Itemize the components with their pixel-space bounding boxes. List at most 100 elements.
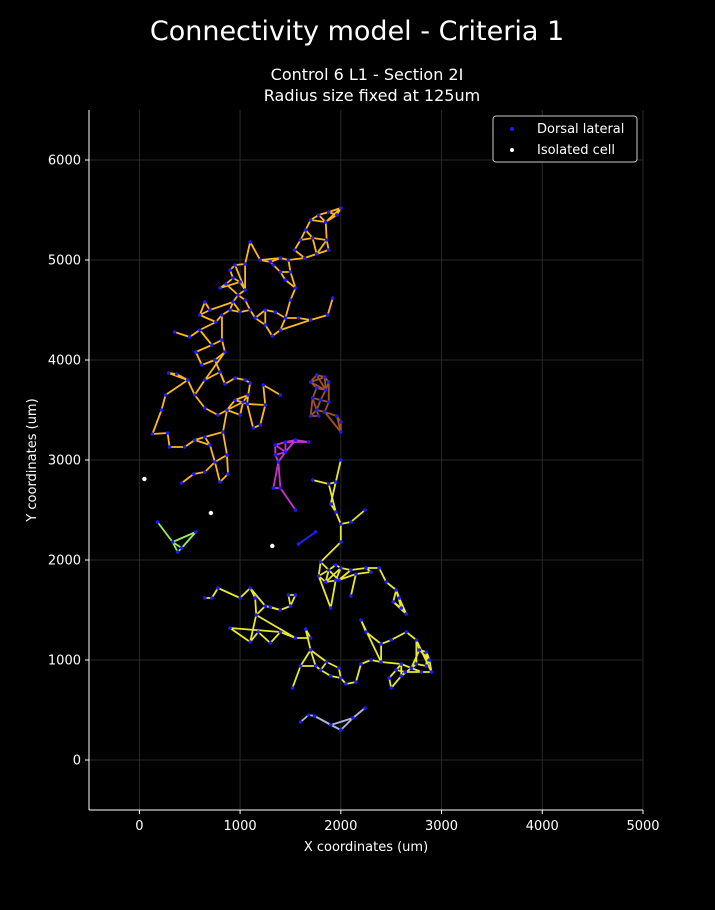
cell-point (159, 408, 164, 412)
cell-point (333, 480, 338, 484)
cell-point (303, 228, 308, 232)
cell-point (223, 350, 227, 354)
network-edge (259, 257, 282, 261)
network-edge (160, 394, 167, 411)
cell-point (210, 343, 214, 347)
cell-point (192, 438, 197, 442)
network-edge (311, 237, 318, 255)
cell-point (296, 316, 301, 320)
network-edge (304, 219, 312, 231)
network-edge (410, 649, 421, 669)
cell-point (414, 638, 419, 642)
cell-point (187, 335, 192, 339)
network-edge (323, 376, 327, 391)
cell-point (314, 252, 319, 256)
x-tick-label: 1000 (224, 819, 257, 834)
cell-point (268, 641, 273, 645)
cell-point (243, 262, 247, 266)
cell-point (228, 268, 232, 272)
cell-point (179, 481, 184, 485)
network-edge (329, 579, 337, 609)
cell-point (403, 670, 408, 674)
cell-point (337, 578, 341, 582)
cell-point (182, 445, 187, 449)
network-edge (222, 409, 228, 433)
cell-point (322, 375, 327, 379)
cell-point (167, 445, 172, 449)
cell-point (323, 580, 328, 584)
cell-point (256, 630, 261, 634)
network-edge (208, 444, 216, 463)
cell-point (192, 393, 197, 397)
cell-point (248, 381, 252, 385)
network-edge (254, 317, 267, 326)
cell-point (283, 278, 288, 282)
network-edge (239, 587, 252, 599)
cell-point (155, 520, 160, 524)
cell-point (308, 218, 313, 222)
network-edge (319, 669, 332, 677)
network-edge (385, 581, 398, 591)
network-edge (325, 661, 340, 669)
cell-point (292, 248, 297, 252)
network-edge (299, 649, 312, 667)
network-edge (198, 329, 213, 346)
cell-point (208, 443, 212, 447)
network-edge (334, 459, 342, 483)
cell-point (394, 588, 399, 592)
network-edge (284, 299, 292, 319)
network-edge (299, 237, 314, 241)
network-edge (173, 331, 191, 338)
cell-point (198, 328, 202, 332)
cell-point (210, 596, 214, 600)
network-edge (225, 283, 239, 296)
y-tick-label: 4000 (48, 354, 81, 369)
network-edge (380, 639, 393, 645)
cell-point (218, 480, 222, 484)
cell-point (369, 658, 373, 662)
cell-point (293, 286, 298, 290)
network-edge (335, 415, 342, 433)
cell-point (278, 486, 283, 490)
cell-point (216, 586, 220, 590)
cell-point (288, 298, 293, 302)
legend-box (492, 115, 638, 163)
cell-point (316, 213, 321, 217)
network-edge (293, 239, 302, 251)
cell-point (318, 398, 323, 402)
network-edge (183, 439, 196, 448)
cell-point (325, 313, 330, 317)
y-tick-label: 2000 (48, 554, 81, 569)
network-edge (326, 297, 334, 316)
cell-point (424, 664, 429, 668)
network-edge (293, 249, 306, 259)
cell-point (261, 383, 266, 387)
cell-point (198, 313, 202, 317)
cell-point (339, 728, 343, 732)
network-edge (323, 411, 342, 433)
network-edge (324, 569, 330, 583)
cell-point (221, 430, 225, 434)
network-edge (311, 479, 330, 485)
cell-point (224, 282, 228, 286)
cell-point (344, 682, 348, 686)
cell-point (308, 318, 313, 322)
cell-point (216, 413, 220, 417)
network-edge (203, 407, 219, 416)
cell-point (308, 380, 313, 384)
cell-point (258, 423, 263, 427)
cell-point (387, 676, 391, 680)
cell-point (339, 540, 343, 544)
network-edge (210, 587, 219, 599)
y-tick-label: 5000 (48, 254, 81, 269)
cell-point (429, 670, 434, 674)
legend-marker-dorsal-lateral (510, 127, 514, 131)
cell-point (170, 540, 175, 544)
x-tick-label: 4000 (526, 819, 559, 834)
network-edge (257, 631, 272, 644)
network-edge (355, 663, 362, 683)
network-edge (255, 614, 297, 639)
cell-point (326, 248, 331, 252)
legend-label-isolated-cell: Isolated cell (537, 143, 615, 158)
network-edge (262, 384, 282, 396)
